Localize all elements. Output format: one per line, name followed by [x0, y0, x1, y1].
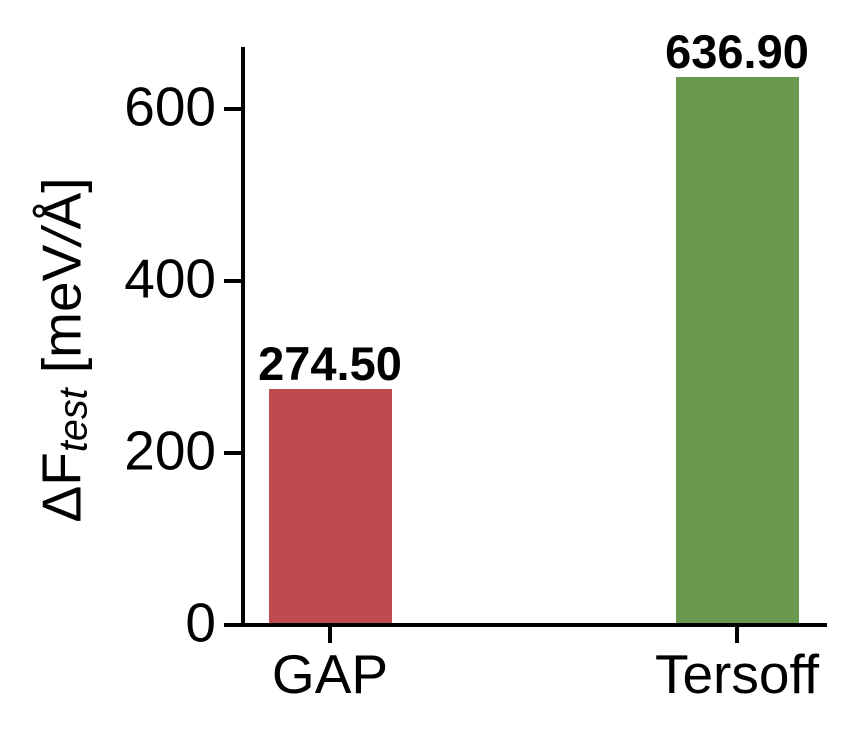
y-axis-title-subscript: test	[51, 388, 96, 453]
y-axis-title-prefix: ΔF	[30, 452, 93, 523]
bar-gap	[269, 388, 392, 625]
y-axis-title-unit-open: [meV	[30, 244, 93, 389]
x-axis-line	[241, 623, 827, 627]
category-label-gap: GAP	[271, 643, 389, 705]
x-tick-mark-gap	[328, 627, 332, 643]
y-axis-title-slash: /	[30, 229, 93, 245]
y-tick-mark	[224, 106, 241, 111]
y-axis-title: ΔFtest [meV/Å]	[31, 177, 96, 522]
y-tick-label: 200	[124, 419, 216, 482]
y-tick-mark	[224, 278, 241, 283]
y-axis-line	[241, 47, 245, 627]
x-tick-mark-tersoff	[735, 627, 739, 643]
category-label-tersoff: Tersoff	[654, 643, 820, 705]
value-label-gap: 274.50	[258, 336, 402, 390]
value-label-tersoff: 636.90	[665, 25, 809, 79]
plot-area: 274.50 636.90 0 200 400 600 GAP Tersoff	[124, 28, 827, 702]
bar-tersoff	[676, 77, 799, 625]
y-axis-title-unit-close: Å]	[30, 177, 93, 230]
y-tick-label: 400	[124, 247, 216, 310]
y-tick-label: 0	[185, 591, 216, 654]
y-tick-mark	[224, 623, 241, 627]
y-tick-label: 600	[124, 75, 216, 138]
y-tick-mark	[224, 450, 241, 455]
